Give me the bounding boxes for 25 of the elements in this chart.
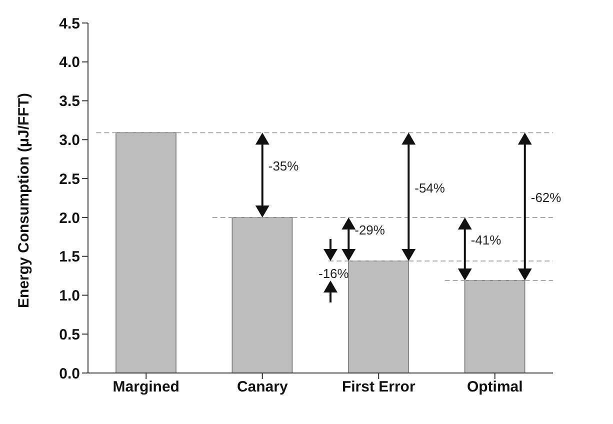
y-tick-label: 2.5 bbox=[59, 170, 80, 188]
y-tick-label: 2.0 bbox=[59, 210, 80, 227]
y-tick-label: 1.0 bbox=[59, 288, 80, 305]
x-tick-label: Optimal bbox=[466, 378, 523, 396]
bar bbox=[232, 216, 293, 373]
y-tick-label: 1.5 bbox=[59, 248, 80, 266]
x-tick-label: Margined bbox=[112, 378, 180, 396]
bar bbox=[464, 280, 526, 373]
annotation: -35% bbox=[268, 158, 300, 174]
bar bbox=[348, 260, 409, 373]
annotation: -62% bbox=[530, 190, 562, 205]
y-tick-label: 3.0 bbox=[59, 132, 80, 149]
y-tick-label: 0.5 bbox=[59, 326, 80, 344]
y-tick-label: 3.5 bbox=[59, 93, 80, 110]
annotation: -16% bbox=[318, 266, 350, 282]
x-tick-label: Canary bbox=[236, 378, 288, 396]
y-tick-label: 0.0 bbox=[59, 365, 80, 382]
y-axis-title: Energy Consumption (μJ/FFT) bbox=[15, 92, 32, 308]
x-tick-label: First Error bbox=[342, 378, 416, 396]
y-tick-label: 4.5 bbox=[59, 15, 80, 32]
annotation: -41% bbox=[470, 232, 502, 248]
annotation: -29% bbox=[354, 222, 386, 238]
y-tick-label: 4.0 bbox=[59, 54, 80, 72]
annotation: -54% bbox=[414, 180, 446, 196]
bar bbox=[116, 132, 176, 373]
